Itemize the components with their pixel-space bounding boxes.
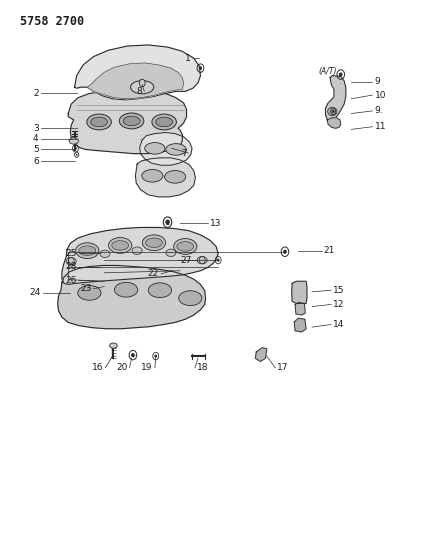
Ellipse shape — [123, 116, 140, 126]
Text: 6: 6 — [33, 157, 39, 166]
Text: 9: 9 — [374, 77, 380, 86]
Polygon shape — [327, 118, 341, 128]
Text: 5: 5 — [33, 145, 39, 154]
Ellipse shape — [156, 117, 172, 127]
Text: 9.: 9. — [374, 107, 383, 116]
Polygon shape — [135, 158, 196, 197]
Text: 28: 28 — [65, 262, 77, 271]
Ellipse shape — [109, 238, 132, 253]
Text: 23: 23 — [80, 284, 92, 293]
Circle shape — [217, 259, 219, 261]
Circle shape — [74, 147, 76, 149]
Text: 19: 19 — [141, 364, 153, 372]
Ellipse shape — [87, 114, 111, 130]
Text: 3: 3 — [33, 124, 39, 133]
Polygon shape — [87, 63, 184, 99]
Text: 14: 14 — [333, 320, 345, 329]
Polygon shape — [140, 133, 192, 165]
Ellipse shape — [166, 143, 186, 155]
Text: 26: 26 — [65, 276, 77, 285]
Ellipse shape — [149, 283, 172, 297]
Polygon shape — [62, 228, 218, 285]
Text: 17: 17 — [277, 364, 289, 372]
Circle shape — [332, 110, 334, 112]
Ellipse shape — [177, 241, 194, 251]
Ellipse shape — [69, 138, 78, 144]
Text: 20: 20 — [116, 364, 128, 372]
Polygon shape — [68, 90, 187, 154]
Ellipse shape — [197, 256, 207, 264]
Ellipse shape — [328, 107, 337, 116]
Text: 15: 15 — [333, 286, 345, 295]
Text: 10: 10 — [374, 91, 386, 100]
Ellipse shape — [91, 117, 107, 127]
Ellipse shape — [76, 243, 99, 259]
Ellipse shape — [131, 80, 154, 94]
Text: 16: 16 — [92, 364, 103, 372]
Text: 5758 2700: 5758 2700 — [20, 15, 84, 28]
Text: 12: 12 — [333, 300, 345, 309]
Polygon shape — [295, 302, 305, 315]
Text: 2: 2 — [33, 89, 39, 98]
Text: 27: 27 — [180, 256, 192, 265]
Ellipse shape — [112, 241, 129, 250]
Text: 7: 7 — [181, 149, 187, 158]
Circle shape — [155, 355, 157, 357]
Text: 4: 4 — [33, 134, 39, 143]
Polygon shape — [292, 281, 307, 303]
Circle shape — [76, 154, 77, 155]
Ellipse shape — [145, 142, 165, 154]
Ellipse shape — [78, 286, 101, 300]
Ellipse shape — [142, 169, 163, 182]
Text: (A/T): (A/T) — [319, 67, 337, 76]
Ellipse shape — [174, 239, 197, 254]
Ellipse shape — [146, 238, 163, 247]
Ellipse shape — [179, 291, 202, 305]
Polygon shape — [58, 265, 205, 329]
Ellipse shape — [165, 171, 186, 183]
Ellipse shape — [115, 282, 138, 297]
Text: 1: 1 — [185, 54, 191, 63]
Ellipse shape — [143, 235, 166, 251]
Text: 21: 21 — [324, 246, 335, 255]
Text: 13: 13 — [210, 219, 221, 228]
Ellipse shape — [66, 257, 76, 265]
Circle shape — [132, 353, 134, 357]
Ellipse shape — [166, 249, 176, 256]
Text: 22: 22 — [148, 269, 159, 278]
Circle shape — [199, 67, 202, 70]
Ellipse shape — [152, 114, 176, 130]
Polygon shape — [74, 45, 200, 100]
Ellipse shape — [100, 250, 110, 257]
Circle shape — [166, 220, 169, 224]
Ellipse shape — [132, 247, 142, 254]
Ellipse shape — [79, 246, 96, 255]
Polygon shape — [294, 318, 306, 332]
Circle shape — [284, 250, 286, 253]
Text: 24: 24 — [30, 288, 41, 297]
Circle shape — [139, 79, 145, 87]
Polygon shape — [326, 76, 346, 122]
Circle shape — [339, 73, 342, 76]
Ellipse shape — [110, 343, 117, 348]
Ellipse shape — [119, 113, 144, 129]
Text: 11: 11 — [374, 122, 386, 131]
Text: 25: 25 — [65, 249, 77, 258]
Text: 18: 18 — [197, 364, 208, 372]
Text: 8: 8 — [137, 87, 142, 96]
Polygon shape — [256, 348, 267, 361]
